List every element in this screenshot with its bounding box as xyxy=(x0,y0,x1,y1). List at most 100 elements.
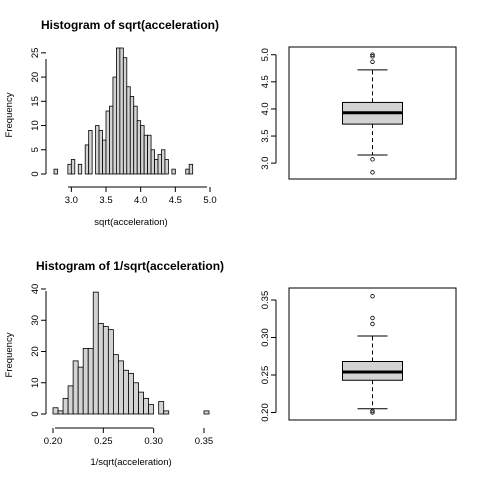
y-tick-label: 5.0 xyxy=(260,48,271,61)
y-tick-label: 15 xyxy=(30,96,41,107)
box-inv-plot xyxy=(342,294,403,415)
histogram-bar xyxy=(72,360,79,415)
box-inv-frame xyxy=(288,287,457,421)
histogram-bar xyxy=(97,322,104,415)
histogram-bar xyxy=(116,47,121,175)
y-tick-label: 0.30 xyxy=(260,328,271,347)
histogram-bar xyxy=(82,347,89,415)
box-inv-panel: 0.20 0.25 0.30 0.35 xyxy=(260,287,457,422)
histogram-bar xyxy=(67,163,72,175)
y-tick-label: 0 xyxy=(30,411,41,416)
histogram-bar xyxy=(126,86,131,175)
outlier-point xyxy=(370,294,375,299)
histogram-bar xyxy=(62,397,69,415)
box-sqrt-y-ticks: 3.0 3.5 4.0 4.5 5.0 xyxy=(260,48,277,170)
x-tick-label: 4.5 xyxy=(169,195,182,206)
histogram-bar xyxy=(143,134,148,175)
y-tick-label: 5 xyxy=(30,147,41,152)
histogram-bar xyxy=(84,144,90,175)
histogram-bar xyxy=(95,125,100,175)
outlier-point xyxy=(370,315,375,321)
outlier-point xyxy=(370,52,375,57)
y-tick-label: 30 xyxy=(30,315,41,326)
histogram-bar xyxy=(123,369,129,415)
x-tick-label: 3.5 xyxy=(99,195,112,206)
hist-sqrt-title: Histogram of sqrt(acceleration) xyxy=(41,18,219,32)
hist-inv-x-ticks: 0.20 0.25 0.30 0.35 xyxy=(44,428,213,447)
hist-inv-xlabel: 1/sqrt(acceleration) xyxy=(90,457,171,468)
y-tick-label: 40 xyxy=(30,284,41,295)
histogram-bar xyxy=(67,385,74,415)
histogram-bar xyxy=(143,397,150,415)
y-tick-label: 0.25 xyxy=(260,366,271,385)
histogram-bar xyxy=(77,366,84,415)
histogram-bar xyxy=(140,125,145,175)
histogram-bar xyxy=(109,105,114,175)
box-sqrt-panel: 3.0 3.5 4.0 4.5 5.0 xyxy=(260,46,457,180)
box-inv-y-ticks: 0.20 0.25 0.30 0.35 xyxy=(260,291,277,422)
x-tick-label: 0.35 xyxy=(195,436,214,447)
histogram-bar xyxy=(98,129,103,175)
outlier-point xyxy=(370,408,375,414)
hist-inv-panel: Histogram of 1/sqrt(acceleration) 1/sqrt… xyxy=(4,259,224,468)
histogram-bar xyxy=(92,291,99,415)
outlier-point xyxy=(370,321,375,327)
histogram-bar xyxy=(88,129,93,175)
hist-inv-title: Histogram of 1/sqrt(acceleration) xyxy=(36,259,224,273)
y-tick-label: 20 xyxy=(30,72,41,83)
histogram-bar xyxy=(171,168,176,175)
histogram-bar xyxy=(52,407,59,415)
outlier-point xyxy=(370,59,375,64)
y-tick-label: 0.35 xyxy=(260,291,271,310)
hist-sqrt-xlabel: sqrt(acceleration) xyxy=(94,217,167,228)
histogram-bar xyxy=(77,163,83,175)
histogram-bar xyxy=(119,47,124,175)
histogram-bar xyxy=(150,149,155,175)
histogram-bar xyxy=(128,372,134,415)
x-tick-label: 5.0 xyxy=(203,195,216,206)
histogram-bar xyxy=(157,154,162,175)
y-tick-label: 20 xyxy=(30,346,41,357)
histogram-bar xyxy=(102,139,107,175)
x-tick-label: 3.0 xyxy=(65,195,78,206)
hist-inv-ylabel: Frequency xyxy=(4,332,15,377)
histogram-bar xyxy=(122,57,128,175)
histogram-bar xyxy=(164,159,169,175)
histogram-bar xyxy=(70,159,76,175)
hist-sqrt-y-ticks: 0 5 10 15 20 25 xyxy=(30,48,46,177)
box-sqrt-frame xyxy=(288,46,457,180)
histogram-bar xyxy=(133,382,139,415)
histogram-bar xyxy=(112,76,117,175)
histogram-bar xyxy=(112,354,119,415)
histogram-bar xyxy=(154,159,159,175)
hist-inv-bars xyxy=(52,291,210,415)
y-tick-label: 10 xyxy=(30,120,41,131)
histogram-bar xyxy=(133,105,138,175)
histogram-bar xyxy=(161,149,166,175)
histogram-bar xyxy=(102,326,109,415)
x-tick-label: 0.25 xyxy=(94,436,113,447)
y-tick-label: 0.20 xyxy=(260,403,271,422)
x-tick-label: 0.20 xyxy=(44,436,63,447)
y-tick-label: 3.5 xyxy=(260,129,271,142)
outlier-point xyxy=(370,170,375,175)
histogram-bar xyxy=(203,410,210,415)
y-tick-label: 25 xyxy=(30,48,41,59)
outlier-point xyxy=(370,410,375,415)
histogram-bar xyxy=(147,134,152,175)
y-tick-label: 3.0 xyxy=(260,157,271,170)
histogram-bar xyxy=(158,401,165,415)
hist-sqrt-panel: Histogram of sqrt(acceleration) sqrt(acc… xyxy=(4,18,219,228)
histogram-bar xyxy=(138,391,144,415)
y-tick-label: 4.0 xyxy=(260,102,271,115)
hist-sqrt-ylabel: Frequency xyxy=(4,92,15,137)
hist-sqrt-bars xyxy=(53,47,194,175)
histogram-bar xyxy=(129,96,135,175)
x-tick-label: 0.30 xyxy=(144,436,163,447)
histogram-bar xyxy=(57,410,64,415)
x-tick-label: 4.0 xyxy=(134,195,147,206)
histogram-bar xyxy=(53,168,58,175)
histogram-bar xyxy=(87,347,94,415)
histogram-bar xyxy=(163,410,170,415)
